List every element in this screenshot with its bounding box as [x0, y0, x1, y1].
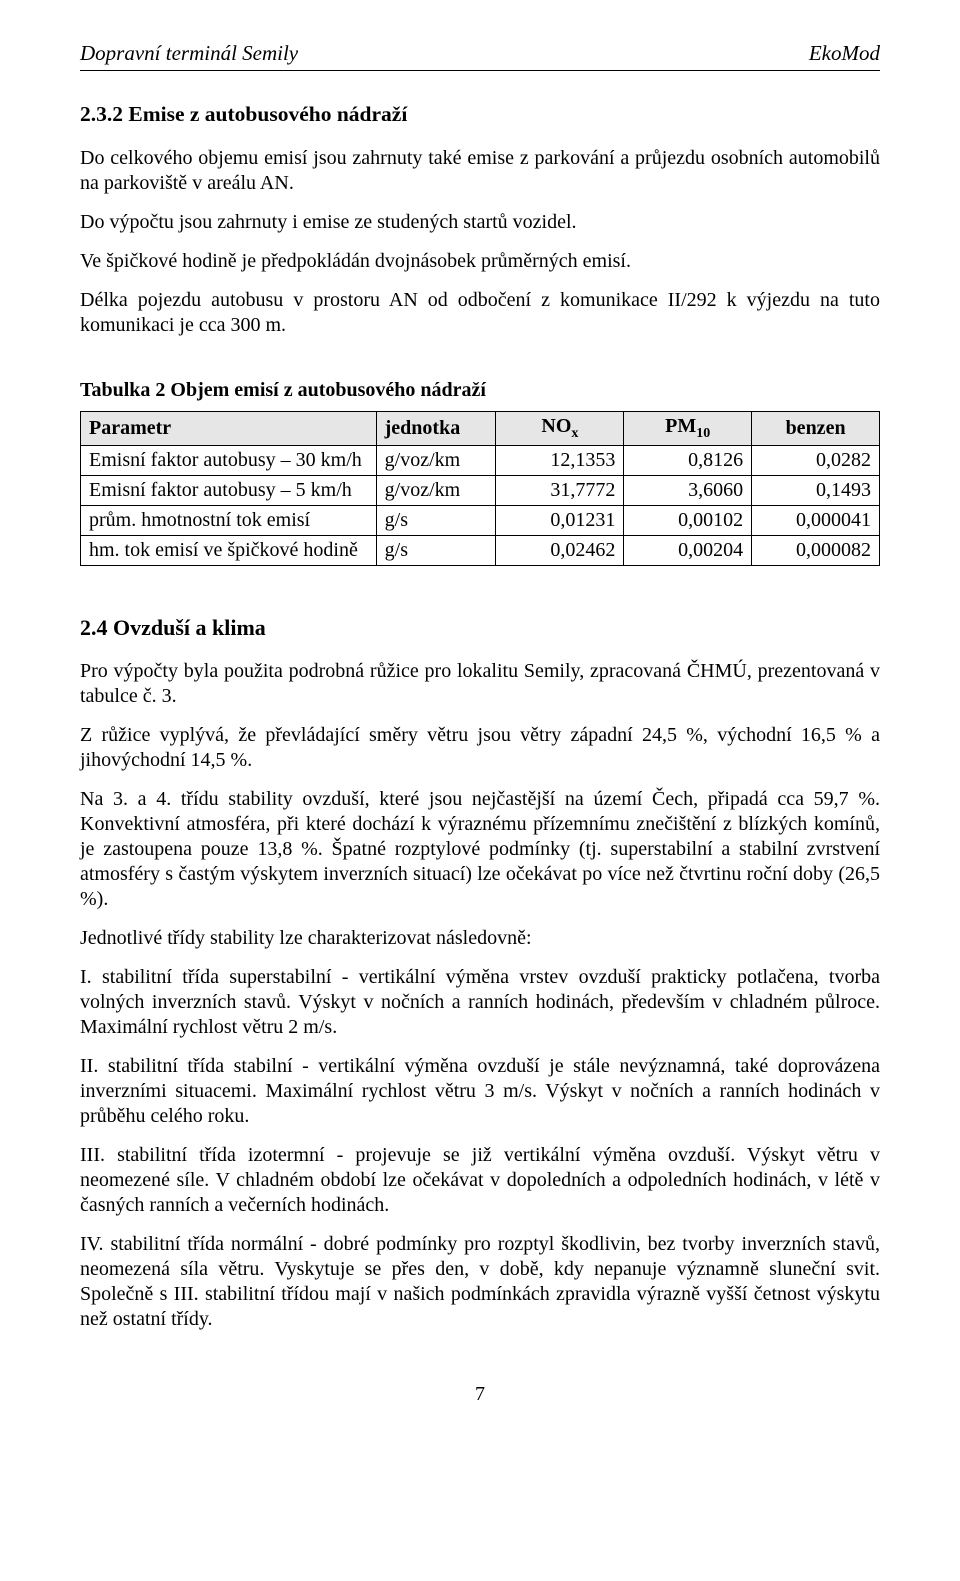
table2-r2-pm10: 0,00102 — [624, 505, 752, 535]
section-24-p4: Jednotlivé třídy stability lze charakter… — [80, 926, 880, 951]
page: Dopravní terminál Semily EkoMod 2.3.2 Em… — [0, 0, 960, 1467]
table2-col-unit: jednotka — [376, 412, 496, 446]
section-232-title: 2.3.2 Emise z autobusového nádraží — [80, 101, 880, 128]
section-232-p4: Délka pojezdu autobusu v prostoru AN od … — [80, 288, 880, 338]
table2: Parametr jednotka NOx PM10 benzen Emisní… — [80, 411, 880, 566]
table2-r3-pm10: 0,00204 — [624, 535, 752, 565]
table2-r3-param: hm. tok emisí ve špičkové hodině — [81, 535, 377, 565]
table2-r2-param: prům. hmotnostní tok emisí — [81, 505, 377, 535]
section-232-p1: Do celkového objemu emisí jsou zahrnuty … — [80, 146, 880, 196]
section-24-p7: III. stabilitní třída izotermní - projev… — [80, 1143, 880, 1218]
table2-r0-unit: g/voz/km — [376, 445, 496, 475]
table2-col-benzen: benzen — [752, 412, 880, 446]
header-right: EkoMod — [809, 40, 880, 66]
table2-r3-benzen: 0,000082 — [752, 535, 880, 565]
table-row: hm. tok emisí ve špičkové hodině g/s 0,0… — [81, 535, 880, 565]
section-232-p2: Do výpočtu jsou zahrnuty i emise ze stud… — [80, 210, 880, 235]
section-24-p1: Pro výpočty byla použita podrobná růžice… — [80, 659, 880, 709]
table2-r3-unit: g/s — [376, 535, 496, 565]
section-24-p3: Na 3. a 4. třídu stability ovzduší, kter… — [80, 787, 880, 912]
table2-r2-unit: g/s — [376, 505, 496, 535]
table2-r1-nox: 31,7772 — [496, 475, 624, 505]
table2-header-row: Parametr jednotka NOx PM10 benzen — [81, 412, 880, 446]
table2-r0-pm10: 0,8126 — [624, 445, 752, 475]
header-rule — [80, 70, 880, 71]
table2-r1-benzen: 0,1493 — [752, 475, 880, 505]
section-24-p2: Z růžice vyplývá, že převládající směry … — [80, 723, 880, 773]
section-232-p3: Ve špičkové hodině je předpokládán dvojn… — [80, 249, 880, 274]
table-row: prům. hmotnostní tok emisí g/s 0,01231 0… — [81, 505, 880, 535]
table2-r3-nox: 0,02462 — [496, 535, 624, 565]
table2-r0-param: Emisní faktor autobusy – 30 km/h — [81, 445, 377, 475]
page-number: 7 — [80, 1382, 880, 1407]
page-header: Dopravní terminál Semily EkoMod — [80, 40, 880, 66]
section-24-p8: IV. stabilitní třída normální - dobré po… — [80, 1232, 880, 1332]
table2-r0-nox: 12,1353 — [496, 445, 624, 475]
section-24-p6: II. stabilitní třída stabilní - vertikál… — [80, 1054, 880, 1129]
section-24-title: 2.4 Ovzduší a klima — [80, 614, 880, 642]
table2-caption: Tabulka 2 Objem emisí z autobusového nád… — [80, 378, 880, 403]
table-row: Emisní faktor autobusy – 5 km/h g/voz/km… — [81, 475, 880, 505]
table2-r1-param: Emisní faktor autobusy – 5 km/h — [81, 475, 377, 505]
table2-r1-unit: g/voz/km — [376, 475, 496, 505]
table-row: Emisní faktor autobusy – 30 km/h g/voz/k… — [81, 445, 880, 475]
table2-col-pm10: PM10 — [624, 412, 752, 446]
table2-r0-benzen: 0,0282 — [752, 445, 880, 475]
table2-col-nox: NOx — [496, 412, 624, 446]
header-left: Dopravní terminál Semily — [80, 40, 298, 66]
table2-r2-benzen: 0,000041 — [752, 505, 880, 535]
table2-r2-nox: 0,01231 — [496, 505, 624, 535]
section-24-p5: I. stabilitní třída superstabilní - vert… — [80, 965, 880, 1040]
table2-col-param: Parametr — [81, 412, 377, 446]
table2-r1-pm10: 3,6060 — [624, 475, 752, 505]
